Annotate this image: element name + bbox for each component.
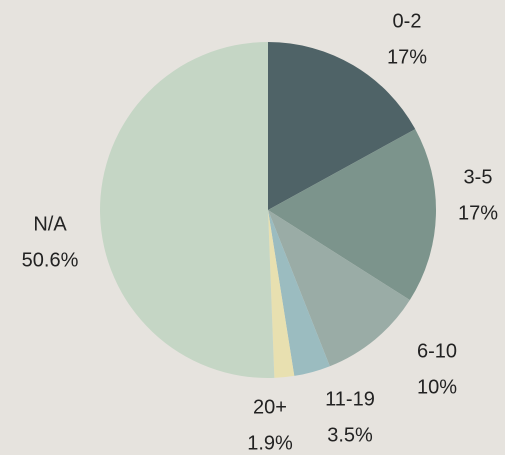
pie-slice <box>268 210 410 367</box>
pie-slice <box>268 42 416 210</box>
slice-value-label: 17% <box>387 46 427 68</box>
slice-value-label: 3.5% <box>327 424 373 446</box>
pie-slice <box>100 42 275 378</box>
pie-slice <box>268 210 330 376</box>
slice-label: 0-2 <box>393 10 422 32</box>
slice-value-label: 10% <box>417 376 457 398</box>
slice-value-label: 50.6% <box>22 249 79 271</box>
pie-slice <box>268 210 295 378</box>
slice-label: 3-5 <box>464 166 493 188</box>
slice-label: 6-10 <box>417 340 457 362</box>
pie-slice <box>268 129 436 301</box>
slice-label: 11-19 <box>325 388 375 410</box>
slice-label: 20+ <box>253 396 287 418</box>
slice-label: N/A <box>33 213 67 235</box>
slice-value-label: 1.9% <box>247 432 293 454</box>
slice-value-label: 17% <box>458 202 498 224</box>
